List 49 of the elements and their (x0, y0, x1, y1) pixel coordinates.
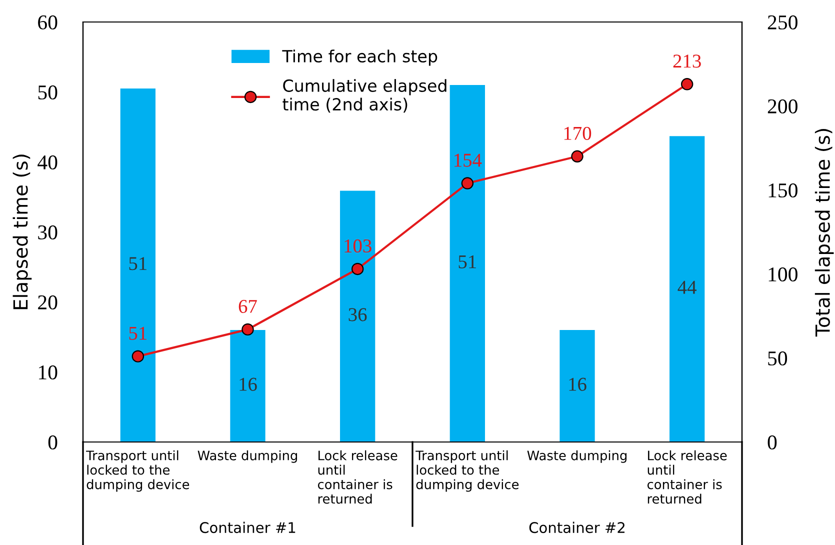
text: Container #1 (200, 522, 296, 534)
y-tick-label: 60 (38, 15, 58, 30)
data-label: 67 (238, 300, 257, 313)
y2-tick-label: 150 (768, 183, 798, 198)
data-label: 36 (348, 308, 367, 322)
data-label: 213 (673, 54, 701, 68)
y-tick-label: 20 (38, 295, 58, 310)
data-label: 16 (240, 378, 257, 391)
text: Container #2 (529, 522, 624, 534)
point (351, 262, 364, 276)
x-tick-label: Lock release until container is returned (318, 450, 398, 504)
y-tick-label: 30 (38, 225, 58, 240)
data-label: 154 (454, 154, 482, 167)
y2-tick-label: 250 (768, 15, 798, 30)
y2-tick-label: 50 (768, 351, 788, 366)
y-axis-title: Elapsed time (s) (12, 154, 32, 310)
point (461, 177, 474, 190)
data-label: 51 (458, 255, 476, 268)
data-label: 51 (129, 326, 146, 340)
bar (120, 88, 156, 442)
x-tick-label: Transport until locked to the dumping device (86, 450, 190, 492)
bar (230, 330, 266, 442)
point (132, 350, 144, 362)
y-tick-label: 0 (48, 435, 58, 450)
data-label: 16 (569, 378, 586, 391)
bar (450, 85, 485, 442)
x-tick-label: Waste dumping (527, 450, 626, 463)
legend-label: Cumulative elapsed time (2nd axis) (282, 79, 446, 113)
data-label: 170 (564, 126, 592, 140)
x-tick-label: Lock release until container is returned (647, 450, 727, 504)
y2-axis-title: Total elapsed time (s) (814, 129, 834, 337)
bar (670, 136, 705, 442)
data-label: 44 (678, 280, 696, 294)
point (680, 78, 694, 90)
x-tick-label: Transport until locked to the dumping device (416, 450, 519, 492)
data-label: 51 (129, 257, 146, 270)
data-label: 103 (344, 239, 372, 253)
point (571, 150, 584, 163)
legend-label: Time for each step (282, 50, 438, 66)
y2-tick-label: 0 (768, 435, 777, 450)
bar (340, 190, 376, 442)
bar (560, 330, 595, 442)
y-tick-label: 10 (39, 365, 58, 380)
point (242, 323, 254, 336)
y2-tick-label: 100 (768, 267, 798, 282)
y2-tick-label: 200 (768, 99, 798, 114)
x-tick-label: Waste dumping (198, 450, 297, 463)
y-tick-label: 40 (38, 155, 58, 170)
y-tick-label: 50 (38, 85, 58, 100)
